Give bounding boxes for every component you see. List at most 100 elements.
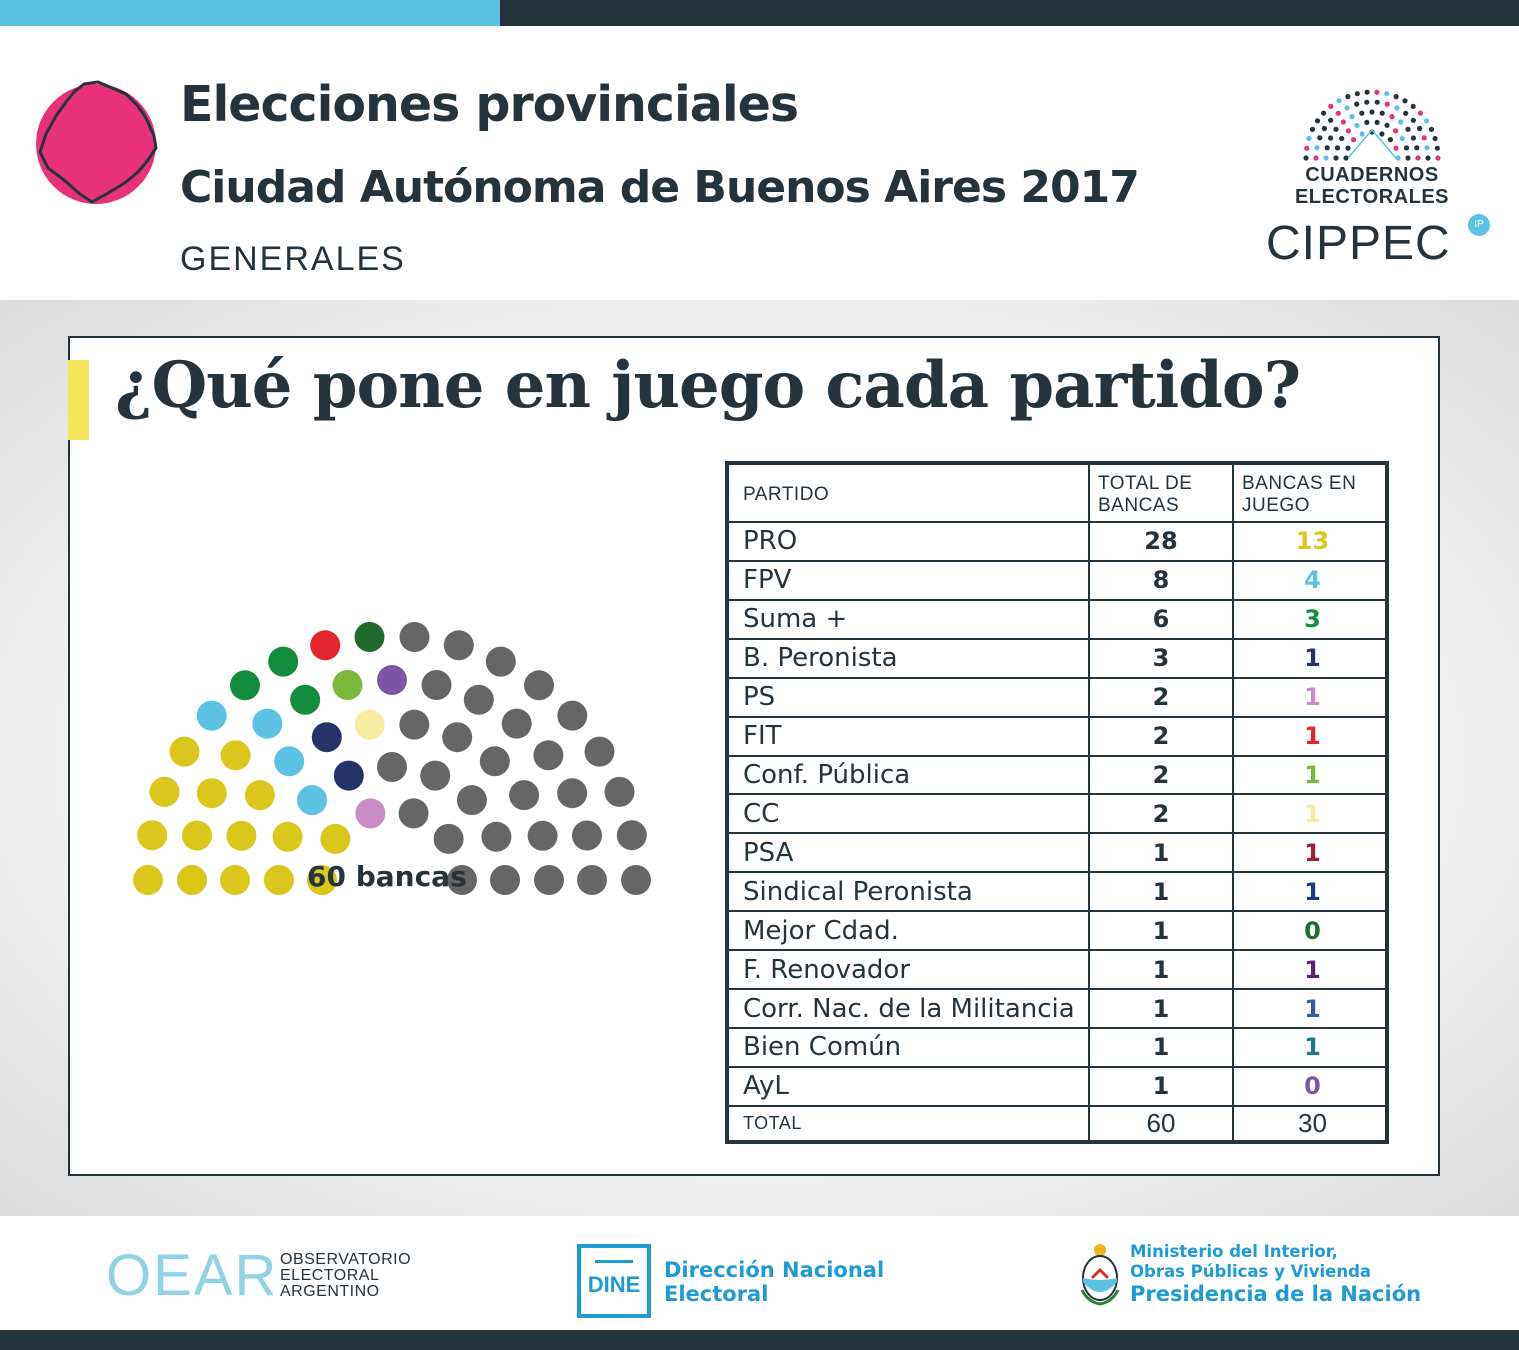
- party-total-seats: 1: [1088, 832, 1234, 874]
- seat-dot: [485, 646, 516, 677]
- oear-logo: OEAR OBSERVATORIO ELECTORAL ARGENTINO: [106, 1246, 426, 1306]
- logo-dot: [1428, 126, 1435, 132]
- logo-dot: [1323, 155, 1329, 161]
- election-type: GENERALES: [180, 240, 406, 278]
- party-seats-at-stake: 1: [1232, 676, 1388, 718]
- seat-dot: [524, 670, 554, 701]
- ministry-line-1: Ministerio del Interior,: [1130, 1242, 1338, 1261]
- party-name: PRO: [726, 521, 1090, 562]
- title-accent-bar: [68, 360, 89, 440]
- total-seats-value: 60: [1088, 1105, 1234, 1143]
- logo-name: CIPPEC: [1266, 217, 1451, 270]
- logo-dot: [1402, 98, 1408, 104]
- logo-dot: [1334, 145, 1341, 151]
- logo-dot: [1321, 125, 1327, 132]
- logo-dot: [1369, 109, 1375, 115]
- logo-dot: [1328, 135, 1334, 141]
- logo-dot: [1387, 137, 1393, 143]
- table-row: PS 2 1: [726, 676, 1388, 718]
- seat-dot: [332, 670, 363, 700]
- logo-line-2: ELECTORALES: [1294, 186, 1450, 208]
- seat-dot: [501, 708, 532, 739]
- parliament-dots-icon: [1303, 89, 1441, 161]
- seat-dot: [333, 760, 364, 791]
- bottom-bar: [0, 1330, 1519, 1350]
- seat-dot: [290, 684, 321, 715]
- seat-dot: [621, 865, 651, 895]
- dine-line-2: Electoral: [664, 1282, 769, 1306]
- seat-dot: [463, 684, 494, 715]
- party-total-seats: 1: [1088, 871, 1234, 913]
- logo-dot: [1432, 135, 1438, 142]
- seat-dot: [479, 746, 510, 777]
- table-row: F. Renovador 1 1: [726, 949, 1388, 991]
- logo-dot: [1313, 155, 1319, 161]
- seat-dot: [421, 670, 452, 700]
- logo-dot: [1421, 135, 1427, 141]
- party-seats-at-stake: 1: [1232, 832, 1388, 874]
- logo-dot: [1393, 145, 1399, 151]
- seat-dot: [572, 820, 602, 851]
- seat-dot: [244, 780, 275, 811]
- seat-dot: [534, 865, 564, 895]
- seat-dot: [398, 798, 429, 829]
- seat-hemicycle-chart: [133, 622, 651, 895]
- logo-dot: [1384, 122, 1390, 128]
- logo-dot: [1410, 103, 1416, 109]
- table-row: AyL 1 0: [726, 1065, 1388, 1108]
- logo-dot: [1405, 126, 1411, 132]
- seat-dot: [196, 700, 227, 731]
- table-row: Corr. Nac. de la Militancia 1 1: [726, 988, 1388, 1029]
- column-header-total: TOTAL DE BANCAS: [1088, 462, 1234, 523]
- logo-dot: [1384, 91, 1390, 97]
- logo-dot: [1395, 155, 1401, 161]
- party-name: FPV: [726, 559, 1090, 601]
- table-row: FIT 2 1: [726, 715, 1388, 757]
- party-name: PS: [726, 676, 1090, 718]
- party-total-seats: 2: [1088, 793, 1234, 835]
- logo-dot: [1324, 145, 1330, 151]
- seat-dot: [533, 740, 564, 771]
- logo-dot: [1394, 105, 1400, 111]
- logo-dot: [1314, 118, 1321, 124]
- seat-dot: [443, 630, 474, 661]
- page-title: Elecciones provinciales: [180, 76, 799, 133]
- logo-dot: [1384, 101, 1390, 107]
- logo-dot: [1405, 155, 1411, 161]
- logo-dot: [1414, 145, 1420, 151]
- logo-dot: [1423, 118, 1430, 124]
- party-total-seats: 2: [1088, 754, 1234, 796]
- logo-dot: [1340, 119, 1346, 125]
- party-seats-table: PARTIDO TOTAL DE BANCAS BANCAS EN JUEGO …: [725, 461, 1389, 1144]
- oear-line-1: OBSERVATORIO: [280, 1251, 412, 1268]
- total-label: TOTAL: [726, 1105, 1090, 1143]
- total-juego-value: 30: [1232, 1105, 1388, 1143]
- dine-name: Dirección Nacional Electoral: [664, 1258, 884, 1306]
- party-seats-at-stake: 1: [1232, 715, 1388, 757]
- seat-dot: [490, 865, 520, 895]
- seat-dot: [311, 722, 342, 753]
- seat-dot: [220, 865, 250, 895]
- party-seats-at-stake: 13: [1232, 521, 1388, 562]
- logo-dot: [1424, 145, 1430, 151]
- table-row: PRO 28 13: [726, 521, 1388, 562]
- party-name: Bien Común: [726, 1026, 1090, 1068]
- seat-dot: [149, 776, 180, 807]
- logo-dot: [1303, 155, 1309, 161]
- seat-dot: [604, 776, 635, 807]
- footer: [0, 1216, 1519, 1330]
- seat-dot: [616, 820, 647, 851]
- table-row: FPV 8 4: [726, 559, 1388, 601]
- seat-dot: [264, 865, 294, 895]
- seat-dot: [220, 740, 251, 771]
- party-name: Sindical Peronista: [726, 871, 1090, 913]
- party-seats-at-stake: 1: [1232, 871, 1388, 913]
- party-seats-at-stake: 1: [1232, 793, 1388, 835]
- table-row: Suma +6 3: [726, 598, 1388, 640]
- party-seats-at-stake: 1: [1232, 637, 1388, 679]
- cippec-logo: CUADERNOS ELECTORALES CIPPEC IP: [1262, 80, 1492, 270]
- seat-dot: [230, 670, 260, 701]
- logo-line-1: CUADERNOS: [1305, 164, 1439, 186]
- logo-dot: [1351, 137, 1357, 143]
- seat-dot: [297, 785, 328, 816]
